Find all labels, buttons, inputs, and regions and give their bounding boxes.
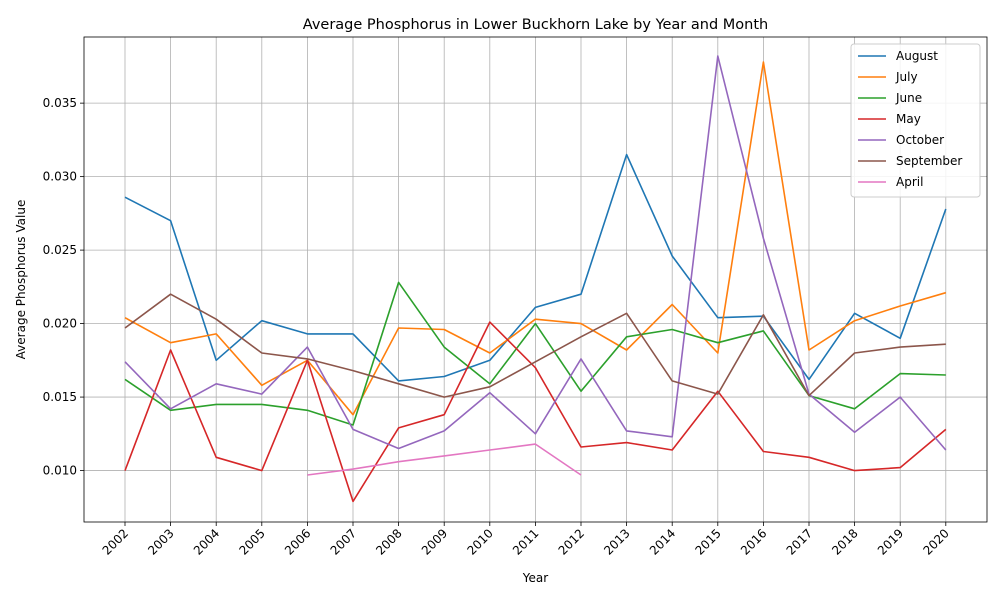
y-tick-label: 0.025 bbox=[43, 243, 77, 257]
legend-label-august: August bbox=[896, 49, 938, 63]
series-line-september bbox=[124, 293, 946, 398]
y-tick-label: 0.020 bbox=[43, 317, 77, 331]
y-tick-label: 0.015 bbox=[43, 390, 77, 404]
x-axis-label: Year bbox=[522, 571, 548, 585]
series-lines bbox=[124, 55, 947, 503]
y-tick-label: 0.010 bbox=[43, 464, 77, 478]
legend-label-october: October bbox=[896, 133, 944, 147]
series-line-april bbox=[307, 443, 582, 476]
chart-title: Average Phosphorus in Lower Buckhorn Lak… bbox=[303, 17, 768, 33]
y-tick-label: 0.035 bbox=[43, 96, 77, 110]
legend-box bbox=[850, 43, 981, 198]
series-line-may bbox=[124, 321, 947, 503]
y-axis-label: Average Phosphorus Value bbox=[14, 200, 28, 360]
series-line-august bbox=[124, 153, 947, 382]
y-axis: 0.010 0.015 0.020 0.025 0.030 0.035 bbox=[43, 96, 84, 478]
legend-label-june: June bbox=[895, 91, 922, 105]
legend-label-july: July bbox=[895, 70, 918, 84]
series-line-july bbox=[124, 61, 947, 416]
y-tick-label: 0.030 bbox=[43, 170, 77, 184]
grid-lines bbox=[84, 37, 987, 522]
legend-label-april: April bbox=[896, 175, 923, 189]
legend: August July June May October September April bbox=[850, 43, 981, 198]
legend-label-september: September bbox=[896, 154, 962, 168]
legend-label-may: May bbox=[896, 112, 921, 126]
